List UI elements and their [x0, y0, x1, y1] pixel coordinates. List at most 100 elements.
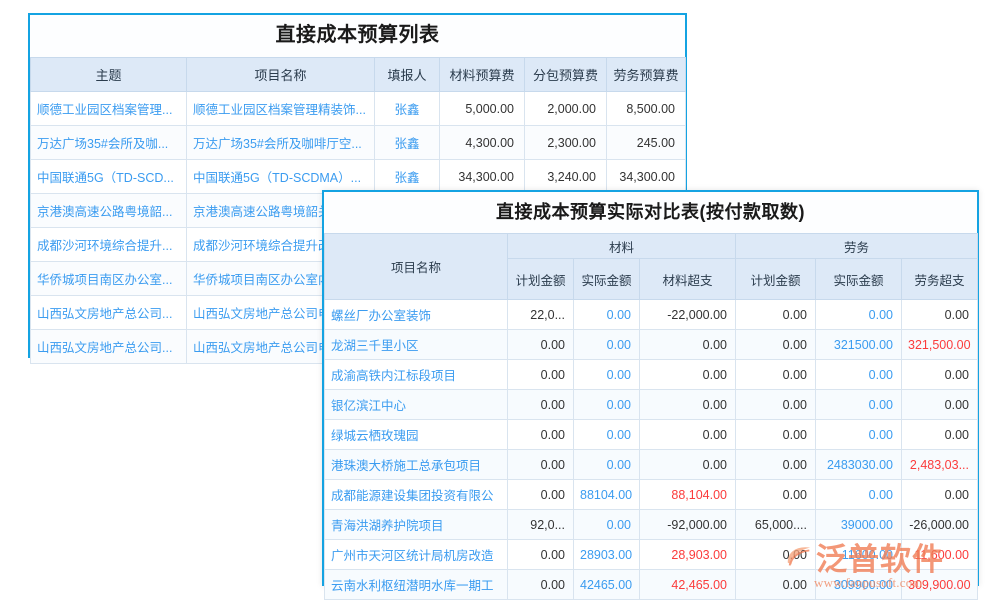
- cell-project-name[interactable]: 港珠澳大桥施工总承包项目: [324, 449, 508, 480]
- cell-project-name[interactable]: 中国联通5G（TD-SCDMA）...: [186, 159, 375, 194]
- cell-material-actual[interactable]: 0.00: [573, 389, 640, 420]
- cell-material-actual[interactable]: 0.00: [573, 449, 640, 480]
- cell-material-actual[interactable]: 0.00: [573, 359, 640, 390]
- cell-material-budget: 4,300.00: [439, 125, 525, 160]
- cell-labor-actual[interactable]: 0.00: [815, 479, 902, 510]
- right-table-body: 螺丝厂办公室装饰 22,0... 0.00 -22,000.00 0.00 0.00 0.0…: [324, 299, 978, 600]
- cell-subcontract-budget: 2,000.00: [524, 91, 607, 126]
- cell-labor-actual[interactable]: 0.00: [815, 419, 902, 450]
- cell-material-overspend: 0.00: [639, 359, 736, 390]
- col-header-project-name[interactable]: 项目名称: [324, 233, 508, 300]
- col-header-material-budget[interactable]: 材料预算费: [439, 57, 525, 92]
- table-row[interactable]: 中国联通5G（TD-SCD... 中国联通5G（TD-SCDMA）... 张鑫 34,…: [30, 159, 686, 194]
- cell-labor-actual[interactable]: 39000.00: [815, 509, 902, 540]
- cell-labor-actual[interactable]: 0.00: [815, 359, 902, 390]
- col-header-labor-budget[interactable]: 劳务预算费: [606, 57, 686, 92]
- cell-project-name[interactable]: 广州市天河区统计局机房改造: [324, 539, 508, 570]
- cell-material-overspend: 0.00: [639, 329, 736, 360]
- col-header-subject[interactable]: 主题: [30, 57, 187, 92]
- cell-project-name[interactable]: 青海洪湖养护院项目: [324, 509, 508, 540]
- cell-subject[interactable]: 华侨城项目南区办公室...: [30, 261, 187, 296]
- cell-material-plan: 22,0...: [507, 299, 574, 330]
- table-row[interactable]: 万达广场35#会所及咖... 万达广场35#会所及咖啡厅空... 张鑫 4,300.0…: [30, 125, 686, 160]
- cell-labor-overspend: 0.00: [901, 479, 978, 510]
- col-header-material-plan[interactable]: 计划金额: [507, 258, 574, 300]
- right-table-scroll[interactable]: 项目名称 材料 劳务 计划金额 实际金额 材料超支 计划金额 实际金额 劳务超支…: [324, 233, 978, 600]
- col-header-reporter[interactable]: 填报人: [374, 57, 440, 92]
- cell-labor-actual[interactable]: 0.00: [815, 389, 902, 420]
- table-row[interactable]: 港珠澳大桥施工总承包项目 0.00 0.00 0.00 0.00 2483030.00 2,…: [324, 449, 978, 480]
- cell-material-plan: 92,0...: [507, 509, 574, 540]
- cell-subject[interactable]: 中国联通5G（TD-SCD...: [30, 159, 187, 194]
- cell-reporter[interactable]: 张鑫: [374, 125, 440, 160]
- table-row[interactable]: 银亿滨江中心 0.00 0.00 0.00 0.00 0.00 0.00: [324, 389, 978, 420]
- table-row[interactable]: 成都能源建设集团投资有限公 0.00 88104.00 88,104.00 0.00 0.…: [324, 479, 978, 510]
- cell-project-name[interactable]: 成渝高铁内江标段项目: [324, 359, 508, 390]
- cell-project-name[interactable]: 万达广场35#会所及咖啡厅空...: [186, 125, 375, 160]
- table-row[interactable]: 顺德工业园区档案管理... 顺德工业园区档案管理精装饰... 张鑫 5,000.00 2…: [30, 91, 686, 126]
- cell-subject[interactable]: 京港澳高速公路粤境韶...: [30, 193, 187, 228]
- cell-labor-overspend: 0.00: [901, 299, 978, 330]
- table-row[interactable]: 龙湖三千里小区 0.00 0.00 0.00 0.00 321500.00 321,500.…: [324, 329, 978, 360]
- cell-labor-plan: 65,000....: [735, 509, 816, 540]
- cell-labor-overspend: 0.00: [901, 419, 978, 450]
- cell-material-budget: 34,300.00: [439, 159, 525, 194]
- cell-subject[interactable]: 山西弘文房地产总公司...: [30, 329, 187, 364]
- col-header-labor-overspend[interactable]: 劳务超支: [901, 258, 978, 300]
- cell-material-actual[interactable]: 0.00: [573, 419, 640, 450]
- col-header-material-overspend[interactable]: 材料超支: [639, 258, 736, 300]
- cell-labor-overspend: -26,000.00: [901, 509, 978, 540]
- table-row[interactable]: 广州市天河区统计局机房改造 0.00 28903.00 28,903.00 0.00 11…: [324, 539, 978, 570]
- cell-subject[interactable]: 成都沙河环境综合提升...: [30, 227, 187, 262]
- col-header-labor-plan[interactable]: 计划金额: [735, 258, 816, 300]
- cell-project-name[interactable]: 云南水利枢纽潜明水库一期工: [324, 569, 508, 600]
- cell-project-name[interactable]: 银亿滨江中心: [324, 389, 508, 420]
- cell-material-plan: 0.00: [507, 539, 574, 570]
- cell-material-actual[interactable]: 28903.00: [573, 539, 640, 570]
- cell-material-plan: 0.00: [507, 419, 574, 450]
- col-header-material-actual[interactable]: 实际金额: [573, 258, 640, 300]
- cell-material-overspend: 0.00: [639, 389, 736, 420]
- cell-labor-actual[interactable]: 309900.00: [815, 569, 902, 600]
- cell-subject[interactable]: 山西弘文房地产总公司...: [30, 295, 187, 330]
- col-header-subcontract-budget[interactable]: 分包预算费: [524, 57, 607, 92]
- cell-labor-actual[interactable]: 2483030.00: [815, 449, 902, 480]
- cell-labor-plan: 0.00: [735, 299, 816, 330]
- cell-labor-plan: 0.00: [735, 449, 816, 480]
- right-group-header-row: 项目名称 材料 劳务: [324, 233, 978, 300]
- cell-project-name[interactable]: 龙湖三千里小区: [324, 329, 508, 360]
- col-header-project-name[interactable]: 项目名称: [186, 57, 375, 92]
- cell-material-plan: 0.00: [507, 359, 574, 390]
- cell-reporter[interactable]: 张鑫: [374, 159, 440, 194]
- cell-project-name[interactable]: 螺丝厂办公室装饰: [324, 299, 508, 330]
- table-row[interactable]: 云南水利枢纽潜明水库一期工 0.00 42465.00 42,465.00 0.00 30…: [324, 569, 978, 600]
- table-row[interactable]: 绿城云栖玫瑰园 0.00 0.00 0.00 0.00 0.00 0.00: [324, 419, 978, 450]
- cell-labor-overspend: 0.00: [901, 359, 978, 390]
- left-header-row: 主题 项目名称 填报人 材料预算费 分包预算费 劳务预算费: [30, 57, 686, 92]
- cell-material-actual[interactable]: 42465.00: [573, 569, 640, 600]
- cell-project-name[interactable]: 绿城云栖玫瑰园: [324, 419, 508, 450]
- cell-material-plan: 0.00: [507, 569, 574, 600]
- cell-subject[interactable]: 顺德工业园区档案管理...: [30, 91, 187, 126]
- table-row[interactable]: 青海洪湖养护院项目 92,0... 0.00 -92,000.00 65,000....…: [324, 509, 978, 540]
- table-row[interactable]: 螺丝厂办公室装饰 22,0... 0.00 -22,000.00 0.00 0.00 0.0…: [324, 299, 978, 330]
- cell-project-name[interactable]: 成都能源建设集团投资有限公: [324, 479, 508, 510]
- cell-labor-actual[interactable]: 321500.00: [815, 329, 902, 360]
- group-header-material: 材料: [507, 233, 736, 259]
- cell-subject[interactable]: 万达广场35#会所及咖...: [30, 125, 187, 160]
- col-header-labor-actual[interactable]: 实际金额: [815, 258, 902, 300]
- cell-material-actual[interactable]: 0.00: [573, 509, 640, 540]
- right-table-head: 项目名称 材料 劳务 计划金额 实际金额 材料超支 计划金额 实际金额 劳务超支: [324, 233, 978, 300]
- cell-material-actual[interactable]: 0.00: [573, 329, 640, 360]
- cell-material-actual[interactable]: 0.00: [573, 299, 640, 330]
- cell-labor-actual[interactable]: 0.00: [815, 299, 902, 330]
- cell-reporter[interactable]: 张鑫: [374, 91, 440, 126]
- group-header-labor: 劳务: [735, 233, 978, 259]
- cell-project-name[interactable]: 顺德工业园区档案管理精装饰...: [186, 91, 375, 126]
- cell-labor-budget: 34,300.00: [606, 159, 686, 194]
- cell-labor-actual[interactable]: 11600.00: [815, 539, 902, 570]
- cell-labor-plan: 0.00: [735, 539, 816, 570]
- table-row[interactable]: 成渝高铁内江标段项目 0.00 0.00 0.00 0.00 0.00 0.00: [324, 359, 978, 390]
- cell-material-plan: 0.00: [507, 479, 574, 510]
- cell-material-actual[interactable]: 88104.00: [573, 479, 640, 510]
